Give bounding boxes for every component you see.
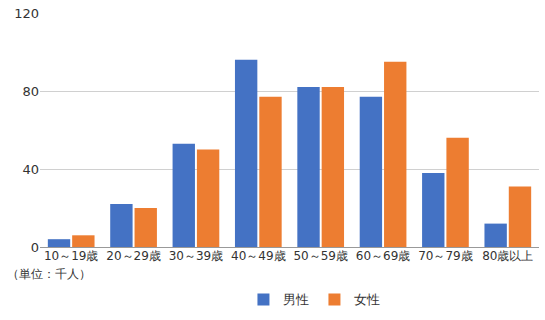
svg-text:60～69歳: 60～69歳 [356, 249, 411, 263]
svg-text:70～79歳: 70～79歳 [418, 249, 473, 263]
svg-text:男性: 男性 [283, 292, 309, 307]
svg-text:女性: 女性 [354, 292, 380, 307]
svg-text:40～49歳: 40～49歳 [231, 249, 286, 263]
svg-text:120: 120 [14, 6, 39, 21]
svg-text:80歳以上: 80歳以上 [482, 249, 533, 263]
svg-text:0: 0 [31, 240, 39, 255]
svg-text:10～19歳: 10～19歳 [44, 249, 99, 263]
svg-text:30～39歳: 30～39歳 [169, 249, 224, 263]
svg-text:40: 40 [22, 162, 39, 177]
svg-text:50～59歳: 50～59歳 [293, 249, 348, 263]
svg-text:80: 80 [22, 84, 39, 99]
svg-text:20～29歳: 20～29歳 [106, 249, 161, 263]
svg-text:（単位：千人）: （単位：千人） [7, 267, 91, 281]
